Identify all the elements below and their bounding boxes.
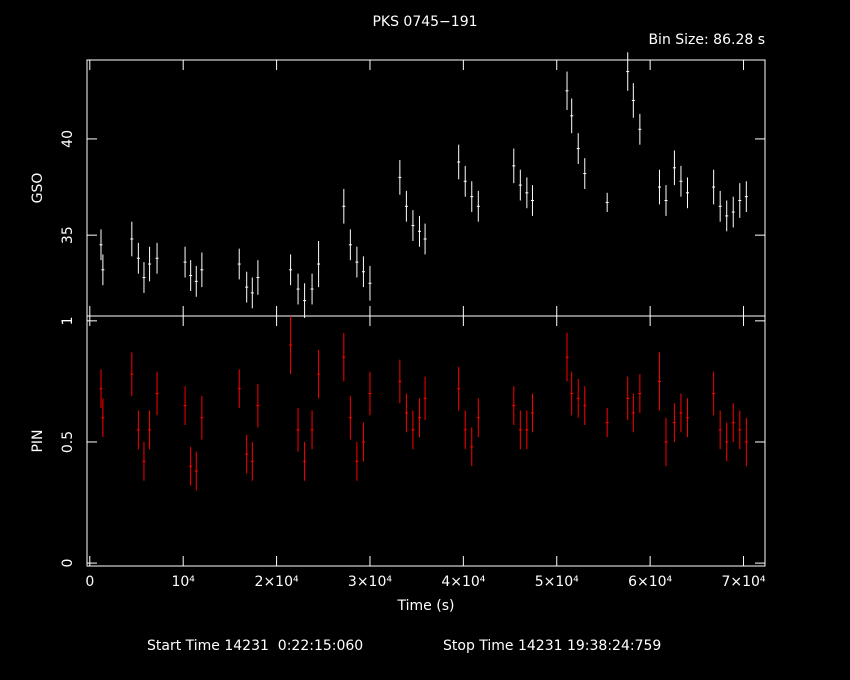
x-tick-label: 2×10⁴ (255, 574, 299, 590)
x-tick-label: 7×10⁴ (721, 574, 765, 590)
y-axis-label: GSO (30, 173, 46, 204)
y-tick-label: 40 (60, 130, 76, 148)
x-tick-label: 3×10⁴ (348, 574, 392, 590)
chart-title: PKS 0745−191 (372, 14, 477, 30)
x-tick-label: 4×10⁴ (441, 574, 485, 590)
y-axis-label: PIN (30, 429, 46, 452)
bottom-frame (86, 315, 766, 567)
y-tick-label: 1 (60, 316, 76, 325)
start-time: Start Time 14231 0:22:15:060 (147, 638, 363, 654)
y-tick-label: 0 (60, 559, 76, 568)
x-tick-label: 6×10⁴ (628, 574, 672, 590)
x-tick-label: 5×10⁴ (535, 574, 579, 590)
x-tick-label: 0 (85, 574, 94, 590)
x-axis-label: Time (s) (397, 598, 455, 614)
y-tick-label: 0.5 (60, 431, 76, 453)
stop-time: Stop Time 14231 19:38:24:759 (443, 638, 661, 654)
top-frame (86, 59, 766, 317)
x-tick-label: 10⁴ (171, 574, 195, 590)
y-tick-label: 35 (60, 226, 76, 244)
bin-size: Bin Size: 86.28 s (648, 32, 765, 48)
